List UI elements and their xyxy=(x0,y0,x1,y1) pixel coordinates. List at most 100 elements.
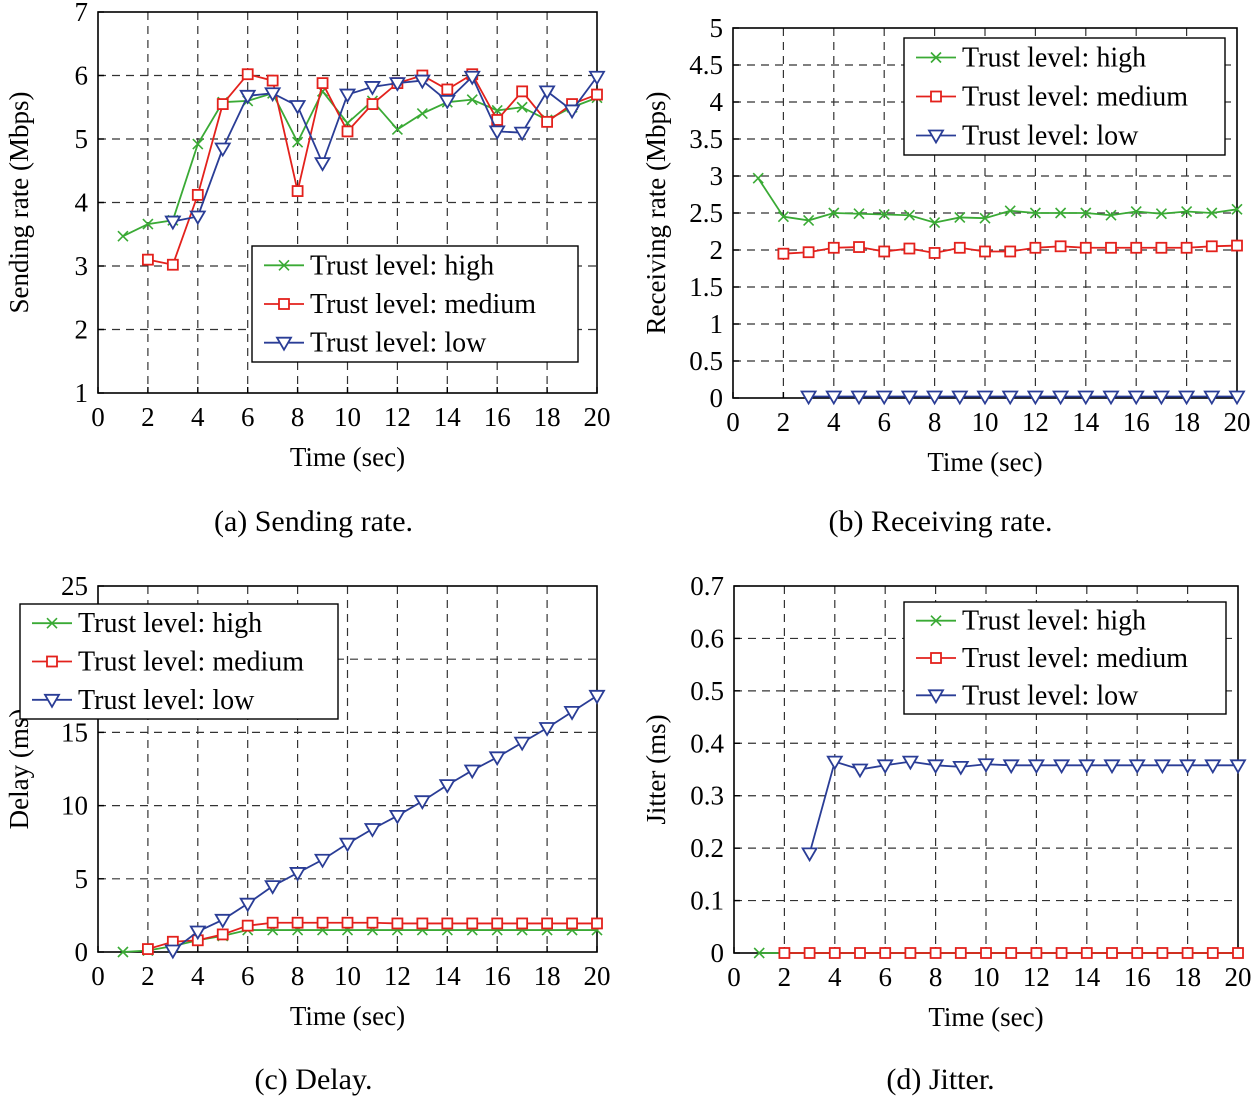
data-point xyxy=(802,246,815,259)
x-tick-label: 4 xyxy=(191,961,205,991)
data-point xyxy=(538,722,556,737)
data-point xyxy=(827,241,840,254)
subplot-receiving-rate: 0 2 4 6 8 10 12 14 16 18 20 0 0.5 1 1.5 2 2.5 3 3.5 4 4.5 5 Ti… xyxy=(641,13,1251,477)
data-point xyxy=(1128,759,1146,775)
data-point xyxy=(951,390,969,406)
y-tick-label: 0.4 xyxy=(690,728,724,758)
y-tick-label: 25 xyxy=(61,571,88,601)
x-tick-label: 2 xyxy=(141,402,155,432)
data-point xyxy=(879,947,892,959)
data-point xyxy=(953,241,966,254)
data-point xyxy=(191,188,204,201)
legend-marker xyxy=(275,336,293,352)
data-point xyxy=(588,689,606,705)
data-point xyxy=(903,209,915,221)
x-tick-label: 10 xyxy=(973,962,1000,992)
y-tick-label: 3.5 xyxy=(689,124,723,154)
data-point xyxy=(878,245,891,258)
data-point xyxy=(1001,390,1019,406)
legend-box xyxy=(903,601,1227,715)
data-point xyxy=(979,245,991,258)
x-tick-label: 10 xyxy=(972,407,999,437)
x-tick-label: 8 xyxy=(291,961,305,991)
y-tick-label: 10 xyxy=(61,791,88,821)
data-point xyxy=(488,751,506,767)
x-tick-label: 12 xyxy=(384,402,411,432)
data-point xyxy=(1178,390,1196,406)
ticks: 0 2 4 6 8 10 12 14 16 18 20 0 0.5 1 1.5 2 2.5 3 3.5 4 4.5 5 xyxy=(689,13,1250,437)
data-point xyxy=(1078,759,1096,775)
data-point xyxy=(853,208,865,220)
y-tick-label: 2 xyxy=(710,235,724,265)
data-point xyxy=(388,77,406,92)
data-point xyxy=(292,136,304,148)
data-point xyxy=(876,759,894,775)
x-tick-label: 18 xyxy=(1173,407,1200,437)
x-tick-label: 18 xyxy=(534,961,561,991)
data-point xyxy=(1030,947,1043,959)
data-point xyxy=(803,947,816,959)
data-point xyxy=(1181,205,1193,218)
y-axis-label: Delay (ms) xyxy=(4,709,34,830)
x-tick-label: 6 xyxy=(878,962,892,992)
data-point xyxy=(853,241,865,253)
data-point xyxy=(216,928,229,941)
data-point xyxy=(1002,759,1020,775)
legend-label: Trust level: high xyxy=(310,250,494,281)
data-point xyxy=(1026,390,1044,406)
series-triangle-down xyxy=(800,390,1246,406)
series-square xyxy=(141,916,603,955)
series-line xyxy=(172,695,598,952)
x-tick-label: 8 xyxy=(291,402,305,432)
data-point xyxy=(588,70,606,86)
y-axis-label: Receiving rate (Mbps) xyxy=(641,92,671,335)
legend-marker xyxy=(930,615,942,627)
data-point xyxy=(338,837,357,853)
data-point xyxy=(441,83,454,96)
data-point xyxy=(289,867,307,882)
data-point xyxy=(338,88,357,104)
data-point xyxy=(1232,947,1244,959)
data-point xyxy=(117,230,129,242)
data-point xyxy=(513,126,531,142)
data-point xyxy=(316,916,329,929)
legend-marker xyxy=(278,259,290,271)
x-axis-label: Time (sec) xyxy=(290,442,405,472)
data-point xyxy=(854,947,866,959)
legend-label: Trust level: high xyxy=(962,43,1146,74)
y-tick-label: 0 xyxy=(75,937,89,967)
x-tick-label: 8 xyxy=(928,407,942,437)
data-point xyxy=(929,217,941,229)
x-tick-label: 16 xyxy=(1124,962,1151,992)
x-tick-label: 4 xyxy=(191,402,205,432)
legend-label: Trust level: medium xyxy=(962,643,1188,674)
x-tick-label: 4 xyxy=(827,407,841,437)
data-point xyxy=(488,125,506,141)
data-point xyxy=(777,211,789,223)
y-tick-label: 5 xyxy=(75,864,89,894)
data-point xyxy=(1004,245,1017,258)
series-square xyxy=(141,68,603,271)
data-point xyxy=(977,758,995,774)
y-tick-label: 1 xyxy=(710,309,724,339)
legend: Trust level: high Trust level: medium Trus… xyxy=(251,245,579,363)
series-triangle-down xyxy=(801,755,1247,863)
data-point xyxy=(463,764,481,780)
y-tick-label: 5 xyxy=(710,13,724,43)
data-point xyxy=(851,763,869,779)
data-point xyxy=(1054,240,1067,253)
data-point xyxy=(363,81,382,96)
data-point xyxy=(313,157,332,172)
data-point xyxy=(391,917,404,930)
data-point xyxy=(980,947,992,959)
x-axis-label: Time (sec) xyxy=(928,1002,1043,1032)
data-point xyxy=(826,755,844,771)
data-point xyxy=(563,104,581,120)
legend-marker xyxy=(930,652,942,664)
data-point xyxy=(1079,241,1092,254)
y-tick-label: 3 xyxy=(75,251,89,281)
legend-marker xyxy=(930,90,942,103)
legend-label: Trust level: low xyxy=(962,680,1139,711)
